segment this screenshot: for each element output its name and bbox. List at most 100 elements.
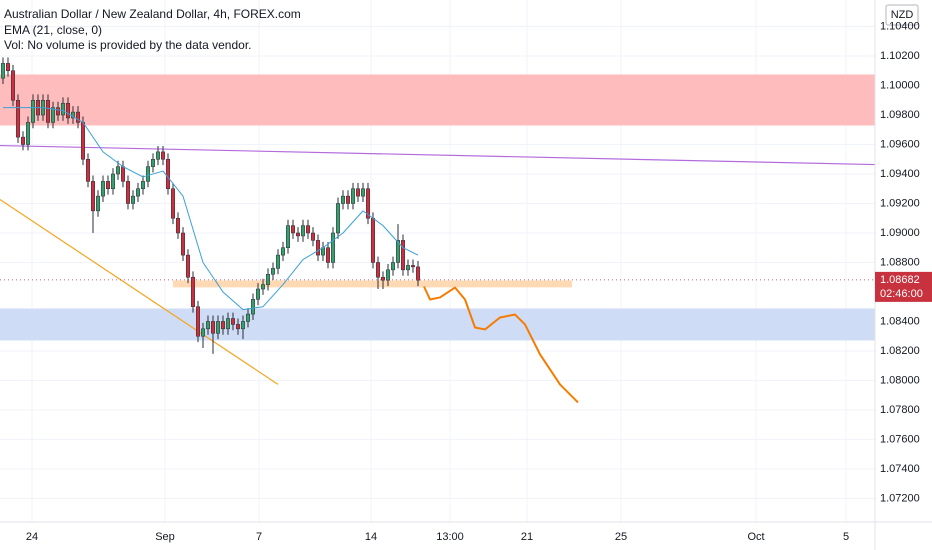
candle-body xyxy=(331,232,335,263)
candle-body xyxy=(206,321,210,330)
candle-body xyxy=(276,254,280,269)
candle-body xyxy=(416,266,420,281)
candle-body xyxy=(226,318,230,330)
candle-body xyxy=(126,181,130,204)
y-tick-label: 1.08800 xyxy=(880,256,920,268)
candle-body xyxy=(156,151,160,160)
x-tick-label: 24 xyxy=(26,531,38,543)
candle-body xyxy=(411,265,415,268)
trend-line xyxy=(0,144,876,166)
trend-line xyxy=(0,199,279,385)
zone xyxy=(173,280,572,288)
last-price-label: 1.08682 xyxy=(880,274,920,286)
candle-body xyxy=(16,100,20,138)
candle-body xyxy=(266,274,270,285)
candle-body xyxy=(346,195,350,204)
candle-body xyxy=(21,136,25,145)
candle-body xyxy=(96,195,100,212)
candle-body xyxy=(81,122,85,160)
y-tick-label: 1.10200 xyxy=(880,50,920,62)
candle-body xyxy=(406,265,410,271)
x-tick-label: 13:00 xyxy=(436,531,464,543)
candle-body xyxy=(361,188,365,197)
candle-body xyxy=(306,225,310,234)
candle-body xyxy=(326,247,330,263)
x-tick-label: 14 xyxy=(365,531,377,543)
candle-body xyxy=(91,181,95,212)
candle-body xyxy=(1,63,5,79)
x-tick-label: 21 xyxy=(521,531,533,543)
candle-body xyxy=(351,188,355,204)
candle-body xyxy=(241,321,245,330)
candle-body xyxy=(106,181,110,189)
projection-path xyxy=(423,286,579,404)
candle-body xyxy=(11,70,15,101)
candle-body xyxy=(376,262,380,278)
candle-body xyxy=(271,268,275,275)
candle-body xyxy=(146,166,150,182)
y-tick-label: 1.08400 xyxy=(880,315,920,327)
candle-body xyxy=(251,299,255,315)
candle-body xyxy=(61,102,65,116)
currency-box[interactable] xyxy=(885,4,919,26)
y-tick-label: 1.07200 xyxy=(880,492,920,504)
candle-body xyxy=(46,100,50,123)
candle-body xyxy=(76,111,80,123)
plot-area xyxy=(0,0,876,522)
candle-body xyxy=(161,151,165,160)
candle-body xyxy=(51,107,55,123)
candle-body xyxy=(401,240,405,271)
y-tick-label: 1.07600 xyxy=(880,433,920,445)
candle-body xyxy=(286,225,290,248)
candle-body xyxy=(396,240,400,263)
candle-body xyxy=(281,247,285,256)
y-tick-label: 1.07800 xyxy=(880,404,920,416)
x-tick-label: 25 xyxy=(615,531,627,543)
candle-body xyxy=(246,313,250,322)
indicator-label: EMA (21, close, 0) xyxy=(4,23,102,37)
candle-body xyxy=(166,159,170,189)
candle-body xyxy=(111,173,115,189)
candle-body xyxy=(356,188,360,197)
candle-body xyxy=(291,225,295,234)
candle-body xyxy=(6,63,10,72)
countdown: 02:46:00 xyxy=(880,288,923,300)
x-tick-label: Sep xyxy=(155,531,175,543)
y-tick-label: 1.10000 xyxy=(880,79,920,91)
candle-body xyxy=(31,100,35,123)
candle-body xyxy=(261,284,265,290)
candle-body xyxy=(216,321,220,334)
candle-body xyxy=(186,254,190,278)
y-tick-label: 1.09200 xyxy=(880,197,920,209)
candle-body xyxy=(86,159,90,182)
candle-body xyxy=(231,318,235,325)
candle-body xyxy=(256,288,260,300)
candle-body xyxy=(391,262,395,271)
y-tick-label: 1.09800 xyxy=(880,109,920,121)
zone xyxy=(0,308,875,341)
candle-body xyxy=(371,217,375,263)
candle-body xyxy=(296,232,300,237)
candle-body xyxy=(381,276,385,281)
candle-body xyxy=(341,195,345,204)
candle-body xyxy=(116,166,120,175)
y-tick-label: 1.08200 xyxy=(880,345,920,357)
candle-body xyxy=(131,195,135,204)
candle-body xyxy=(136,188,140,197)
candle-body xyxy=(101,181,105,197)
candle-body xyxy=(181,232,185,256)
candle-body xyxy=(66,102,70,119)
candle-body xyxy=(26,122,30,145)
candle-body xyxy=(311,232,315,241)
candle-body xyxy=(176,217,180,234)
candle-body xyxy=(236,324,240,330)
candle-body xyxy=(151,159,155,167)
candle-body xyxy=(56,107,60,116)
ema-line xyxy=(3,107,419,311)
candle-body xyxy=(366,188,370,219)
y-tick-label: 1.09000 xyxy=(880,227,920,239)
y-tick-label: 1.09600 xyxy=(880,138,920,150)
candle-body xyxy=(386,269,390,281)
last-price-tag xyxy=(875,271,932,302)
